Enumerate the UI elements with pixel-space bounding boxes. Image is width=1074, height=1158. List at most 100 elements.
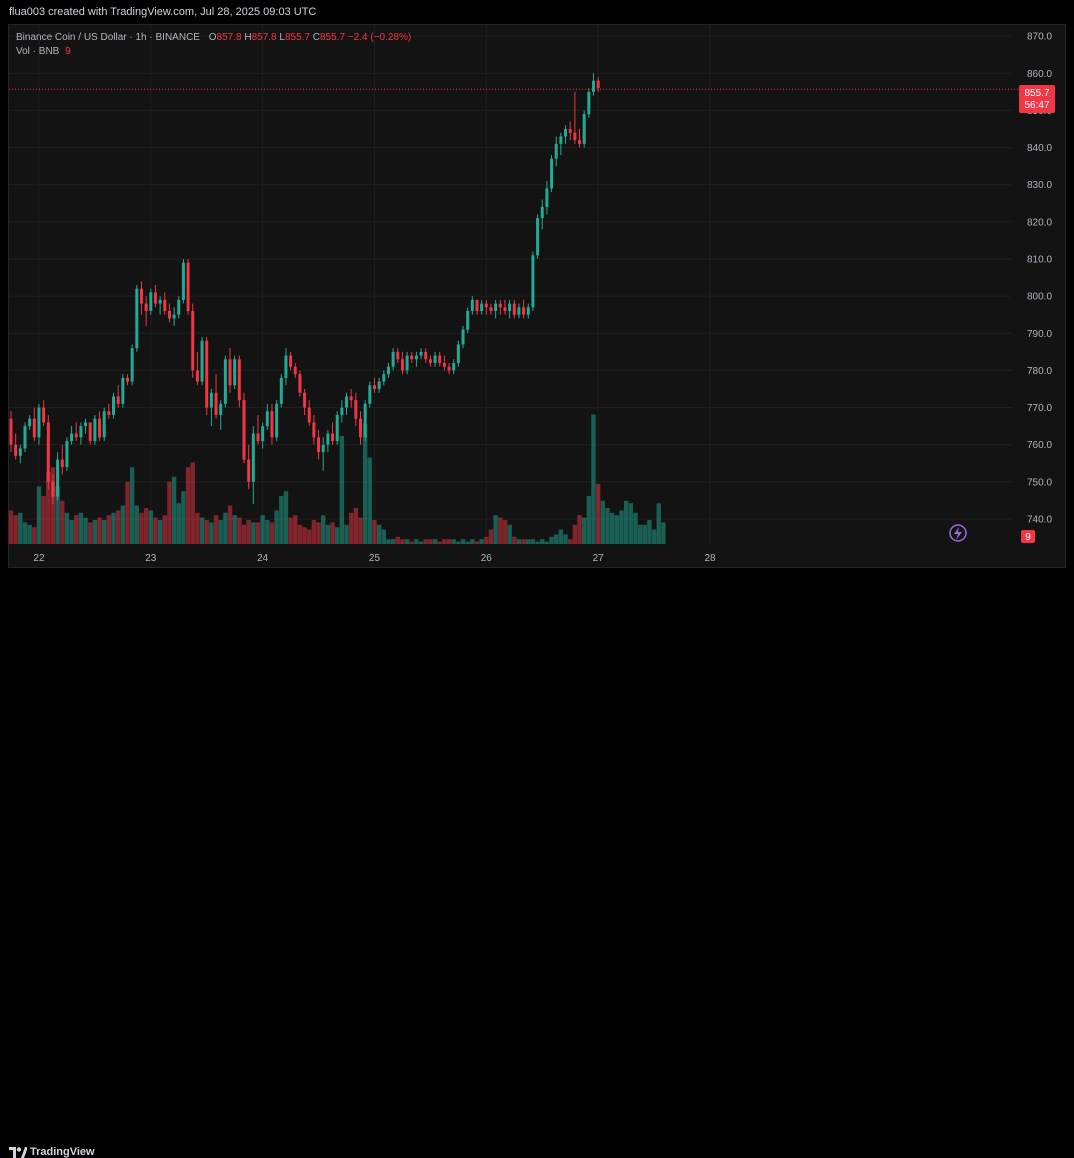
candle[interactable] bbox=[14, 433, 18, 460]
candle[interactable] bbox=[98, 411, 102, 441]
candle[interactable] bbox=[442, 355, 446, 371]
candle[interactable] bbox=[326, 429, 330, 453]
candle[interactable] bbox=[84, 418, 88, 434]
candle[interactable] bbox=[270, 403, 274, 445]
candle[interactable] bbox=[480, 299, 484, 315]
candle[interactable] bbox=[261, 422, 265, 449]
candle[interactable] bbox=[592, 73, 595, 96]
candle[interactable] bbox=[405, 351, 409, 375]
candle[interactable] bbox=[186, 259, 190, 315]
candle[interactable] bbox=[223, 355, 227, 408]
candle[interactable] bbox=[247, 444, 251, 490]
candle[interactable] bbox=[60, 444, 64, 475]
candle[interactable] bbox=[452, 359, 456, 375]
candle[interactable] bbox=[419, 348, 423, 360]
candle[interactable] bbox=[214, 374, 218, 419]
candle[interactable] bbox=[242, 392, 246, 464]
candle[interactable] bbox=[163, 292, 167, 315]
candle[interactable] bbox=[256, 415, 260, 445]
candle[interactable] bbox=[372, 377, 376, 393]
candle[interactable] bbox=[126, 374, 129, 386]
candle[interactable] bbox=[400, 351, 404, 375]
candle[interactable] bbox=[531, 251, 535, 311]
candle[interactable] bbox=[177, 296, 181, 319]
candle[interactable] bbox=[345, 392, 349, 415]
candle[interactable] bbox=[410, 351, 414, 363]
candle[interactable] bbox=[42, 400, 46, 427]
candle[interactable] bbox=[508, 299, 512, 319]
candle[interactable] bbox=[233, 355, 237, 389]
candle[interactable] bbox=[88, 422, 92, 445]
candle[interactable] bbox=[596, 77, 600, 92]
lightning-icon[interactable] bbox=[949, 524, 967, 542]
candle[interactable] bbox=[46, 415, 50, 490]
candle[interactable] bbox=[144, 296, 148, 326]
candle[interactable] bbox=[559, 132, 563, 155]
candle[interactable] bbox=[65, 437, 69, 471]
candle[interactable] bbox=[456, 340, 460, 367]
candle[interactable] bbox=[340, 400, 344, 423]
candle[interactable] bbox=[466, 307, 470, 334]
candle[interactable] bbox=[414, 351, 418, 367]
candle[interactable] bbox=[522, 299, 526, 319]
candle[interactable] bbox=[237, 355, 241, 408]
candle[interactable] bbox=[484, 299, 488, 315]
candle[interactable] bbox=[135, 285, 139, 352]
candle[interactable] bbox=[116, 385, 120, 408]
candle[interactable] bbox=[470, 296, 474, 315]
candle[interactable] bbox=[391, 348, 395, 371]
candle[interactable] bbox=[251, 426, 255, 505]
candlestick-chart[interactable]: 740.0 750.0 760.0 770.0 780.0 790.0 800.0 810.0… bbox=[0, 0, 1074, 600]
candle[interactable] bbox=[517, 303, 521, 319]
candle[interactable] bbox=[331, 422, 335, 445]
candle[interactable] bbox=[228, 348, 232, 393]
candle[interactable] bbox=[503, 299, 507, 315]
candle[interactable] bbox=[93, 415, 97, 445]
candle[interactable] bbox=[377, 377, 381, 393]
candle[interactable] bbox=[428, 355, 432, 367]
candle[interactable] bbox=[545, 181, 549, 215]
candle[interactable] bbox=[139, 281, 143, 315]
candle[interactable] bbox=[293, 363, 297, 378]
candle[interactable] bbox=[461, 325, 465, 349]
candle[interactable] bbox=[578, 129, 582, 148]
candle[interactable] bbox=[121, 374, 125, 408]
candle[interactable] bbox=[354, 392, 358, 427]
candle[interactable] bbox=[540, 199, 544, 230]
candle[interactable] bbox=[181, 259, 185, 304]
candle[interactable] bbox=[512, 299, 516, 319]
candle[interactable] bbox=[573, 91, 577, 144]
candle[interactable] bbox=[363, 400, 367, 441]
candle[interactable] bbox=[265, 403, 269, 430]
candle[interactable] bbox=[382, 370, 386, 386]
candle[interactable] bbox=[321, 437, 325, 471]
candle[interactable] bbox=[107, 403, 111, 419]
candle[interactable] bbox=[498, 299, 502, 315]
candle[interactable] bbox=[284, 348, 288, 386]
candle[interactable] bbox=[298, 370, 302, 397]
candle[interactable] bbox=[200, 337, 204, 386]
candle[interactable] bbox=[32, 407, 36, 441]
candle[interactable] bbox=[475, 299, 479, 315]
candle[interactable] bbox=[219, 400, 223, 430]
candle[interactable] bbox=[536, 214, 540, 259]
candle[interactable] bbox=[205, 337, 209, 415]
candle[interactable] bbox=[37, 403, 41, 445]
candle[interactable] bbox=[149, 288, 153, 315]
candle[interactable] bbox=[447, 363, 451, 375]
candle[interactable] bbox=[433, 351, 437, 367]
candle[interactable] bbox=[438, 351, 442, 367]
candle[interactable] bbox=[317, 429, 321, 460]
candle[interactable] bbox=[359, 411, 362, 445]
candle[interactable] bbox=[424, 348, 428, 363]
candle[interactable] bbox=[28, 415, 32, 430]
candle[interactable] bbox=[112, 392, 116, 419]
candle[interactable] bbox=[335, 411, 339, 445]
candle[interactable] bbox=[489, 303, 493, 315]
candle[interactable] bbox=[195, 351, 199, 386]
candle[interactable] bbox=[130, 344, 134, 386]
candle[interactable] bbox=[79, 422, 83, 445]
candle[interactable] bbox=[18, 444, 22, 464]
candle[interactable] bbox=[307, 400, 311, 427]
candle[interactable] bbox=[9, 411, 13, 453]
